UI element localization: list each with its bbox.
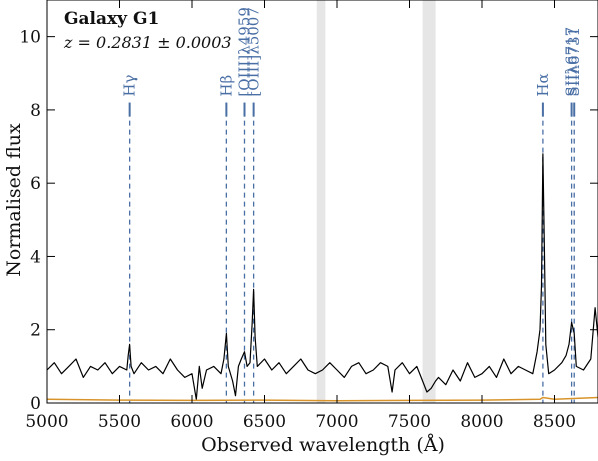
- y-tick-label: 10: [19, 28, 41, 48]
- x-tick-label: 8500: [533, 412, 576, 432]
- telluric-band-0: [316, 0, 326, 403]
- x-tick-label: 5500: [98, 412, 141, 432]
- emission-line-markers: Hγ Hβ [OIII]λ4959[OIII]λ5007 Hα SIIλ6717SIIλ…: [121, 7, 583, 403]
- plot-frame: [46, 0, 598, 404]
- emission-line-label-4: Hα: [534, 73, 552, 96]
- x-tick-label: 8000: [460, 412, 503, 432]
- y-tick-label: 0: [30, 394, 41, 414]
- axis-ticks: [46, 0, 598, 404]
- y-tick-label: 6: [30, 174, 41, 194]
- y-tick-label: 8: [30, 101, 41, 121]
- emission-line-label-5: SIIλ6717: [563, 27, 581, 97]
- x-axis-label: Observed wavelength (Å): [201, 434, 445, 456]
- x-tick-label: 6500: [243, 412, 286, 432]
- y-tick-label: 4: [30, 247, 41, 267]
- chart-subtitle: z = 0.2831 ± 0.0003: [63, 33, 232, 52]
- chart-title: Galaxy G1: [64, 9, 159, 29]
- y-tick-label: 2: [30, 321, 41, 341]
- emission-line-label-2: [OIII]λ4959: [235, 7, 253, 96]
- y-axis-label: Normalised flux: [3, 123, 25, 277]
- flux-series-line: [46, 153, 598, 400]
- emission-line-label-0: Hγ: [121, 75, 139, 97]
- axis-tick-labels: 5000 5500 6000 6500 7000 7500 8000 8500 0 2 4 6 8 10: [19, 28, 576, 432]
- x-tick-label: 7500: [388, 412, 431, 432]
- x-tick-label: 7000: [315, 412, 358, 432]
- x-tick-label: 6000: [170, 412, 213, 432]
- emission-line-label-3: [OIII]λ5007: [245, 7, 263, 96]
- x-tick-label: 5000: [25, 412, 68, 432]
- emission-line-label-1: Hβ: [217, 75, 235, 97]
- emission-line-label-6: SIIλ6731: [565, 27, 583, 97]
- telluric-bands: [316, 0, 436, 403]
- telluric-band-1: [422, 0, 436, 403]
